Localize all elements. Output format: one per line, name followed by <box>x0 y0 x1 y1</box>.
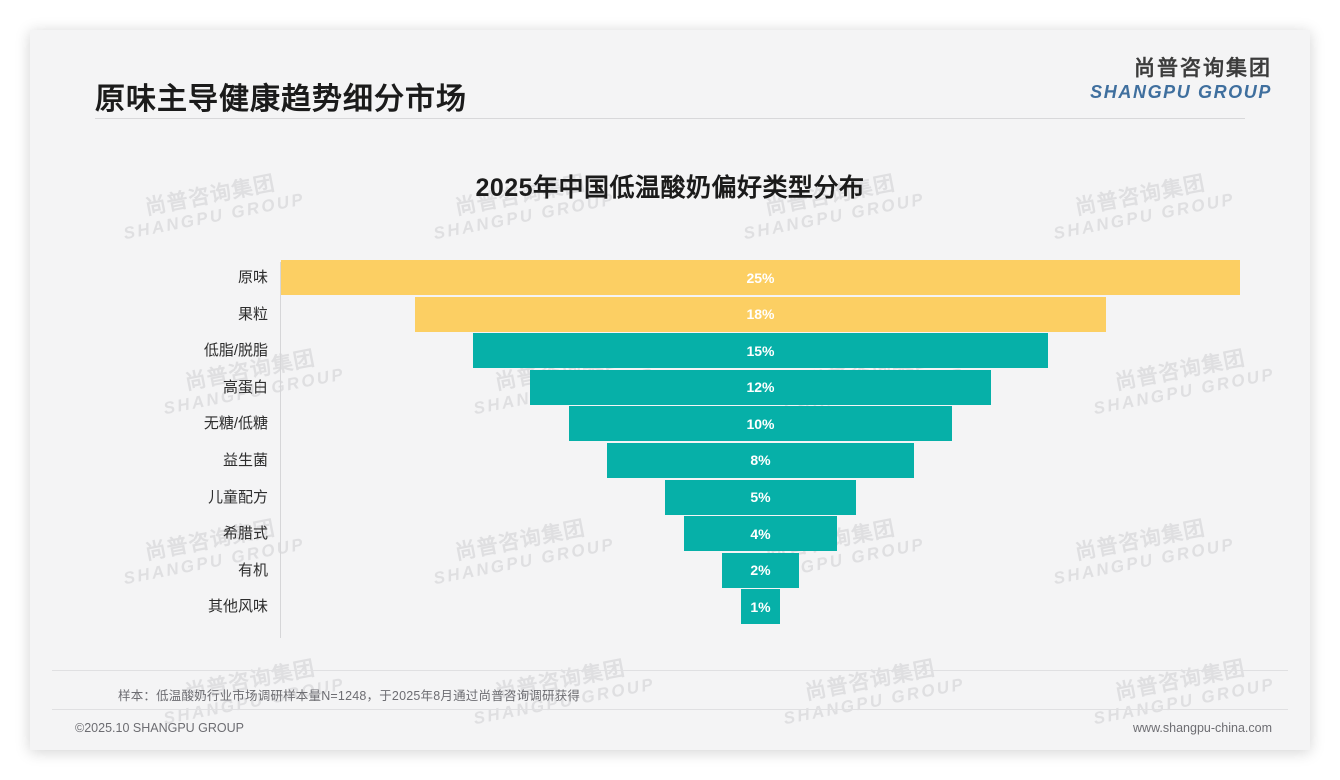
watermark-chinese-text: 尚普咨询集团 <box>803 656 938 705</box>
website-link[interactable]: www.shangpu-china.com <box>1133 721 1272 735</box>
chart-rows: 原味 25% 果粒 18% 低脂/脱脂 15% 高蛋白 12% 无糖/低糖 10% 益生菌 8% 儿童配… <box>100 260 1240 626</box>
funnel-chart: 原味 25% 果粒 18% 低脂/脱脂 15% 高蛋白 12% 无糖/低糖 10% 益生菌 8% 儿童配… <box>100 260 1240 640</box>
bar-track: 5% <box>281 479 1240 515</box>
bar-value-label: 10% <box>746 415 775 432</box>
category-label: 无糖/低糖 <box>203 415 268 433</box>
copyright-text: ©2025.10 SHANGPU GROUP <box>75 721 244 735</box>
logo-chinese-text: 尚普咨询集团 <box>1134 57 1272 80</box>
chart-bar[interactable]: 1% <box>741 589 780 625</box>
category-label: 希腊式 <box>222 525 268 543</box>
chart-bar[interactable]: 18% <box>415 296 1106 332</box>
category-label: 其他风味 <box>207 598 268 616</box>
bar-value-label: 4% <box>750 525 771 542</box>
slide-footer: ©2025.10 SHANGPU GROUP www.shangpu-china… <box>30 712 1310 750</box>
chart-bar[interactable]: 8% <box>607 442 914 478</box>
bar-track: 4% <box>281 516 1240 552</box>
category-axis-line <box>280 262 281 638</box>
bar-value-label: 5% <box>750 489 771 506</box>
page-title: 原味主导健康趋势细分市场 <box>95 83 467 116</box>
chart-row: 儿童配方 5% <box>100 479 1240 515</box>
chart-row: 果粒 18% <box>100 296 1240 332</box>
category-label: 原味 <box>237 269 268 286</box>
bar-track: 25% <box>281 260 1240 295</box>
chart-row: 希腊式 4% <box>100 516 1240 552</box>
category-label: 低脂/脱脂 <box>203 342 268 360</box>
header-divider <box>95 118 1245 119</box>
chart-bar[interactable]: 5% <box>664 479 857 515</box>
bar-track: 18% <box>281 296 1240 332</box>
category-label: 高蛋白 <box>222 378 268 396</box>
category-label: 有机 <box>237 561 268 579</box>
category-label: 益生菌 <box>222 451 268 469</box>
footnote-divider-bottom <box>52 709 1288 710</box>
bar-track: 10% <box>281 406 1240 442</box>
bar-track: 12% <box>281 369 1240 405</box>
chart-bar[interactable]: 10% <box>568 406 953 442</box>
chart-bar[interactable]: 4% <box>683 516 838 552</box>
bar-value-label: 18% <box>746 306 775 323</box>
slide-canvas: 尚普咨询集团 SHANGPU GROUP 尚普咨询集团 SHANGPU GROUP 尚普… <box>30 30 1310 750</box>
chart-bar[interactable]: 2% <box>722 552 799 588</box>
bar-track: 1% <box>281 589 1240 625</box>
chart-row: 有机 2% <box>100 552 1240 588</box>
chart-row: 低脂/脱脂 15% <box>100 333 1240 369</box>
chart-bar[interactable]: 12% <box>530 369 991 405</box>
chart-row: 其他风味 1% <box>100 589 1240 625</box>
bar-value-label: 25% <box>746 269 775 286</box>
brand-logo: 尚普咨询集团 SHANGPU GROUP <box>1090 56 1272 104</box>
chart-bar[interactable]: 15% <box>472 333 1049 369</box>
bar-track: 2% <box>281 552 1240 588</box>
bar-track: 8% <box>281 442 1240 478</box>
chart-row: 益生菌 8% <box>100 442 1240 478</box>
category-label: 儿童配方 <box>207 488 268 506</box>
chart-title: 2025年中国低温酸奶偏好类型分布 <box>475 174 865 202</box>
chart-row: 原味 25% <box>100 260 1240 295</box>
bar-value-label: 2% <box>750 562 771 579</box>
chart-row: 无糖/低糖 10% <box>100 406 1240 442</box>
sample-footnote: 样本：低温酸奶行业市场调研样本量N=1248，于2025年8月通过尚普咨询调研获… <box>118 689 581 703</box>
bar-track: 15% <box>281 333 1240 369</box>
slide-header: 原味主导健康趋势细分市场 尚普咨询集团 SHANGPU GROUP <box>30 30 1310 122</box>
chart-row: 高蛋白 12% <box>100 369 1240 405</box>
bar-value-label: 8% <box>750 452 771 469</box>
watermark-chinese-text: 尚普咨询集团 <box>1113 656 1248 705</box>
chart-bar[interactable]: 25% <box>281 260 1240 295</box>
category-label: 果粒 <box>237 305 268 323</box>
bar-value-label: 15% <box>746 342 775 359</box>
logo-english-text: SHANGPU GROUP <box>1090 82 1272 103</box>
footnote-divider-top <box>52 670 1288 671</box>
bar-value-label: 12% <box>746 379 775 396</box>
bar-value-label: 1% <box>750 598 771 615</box>
